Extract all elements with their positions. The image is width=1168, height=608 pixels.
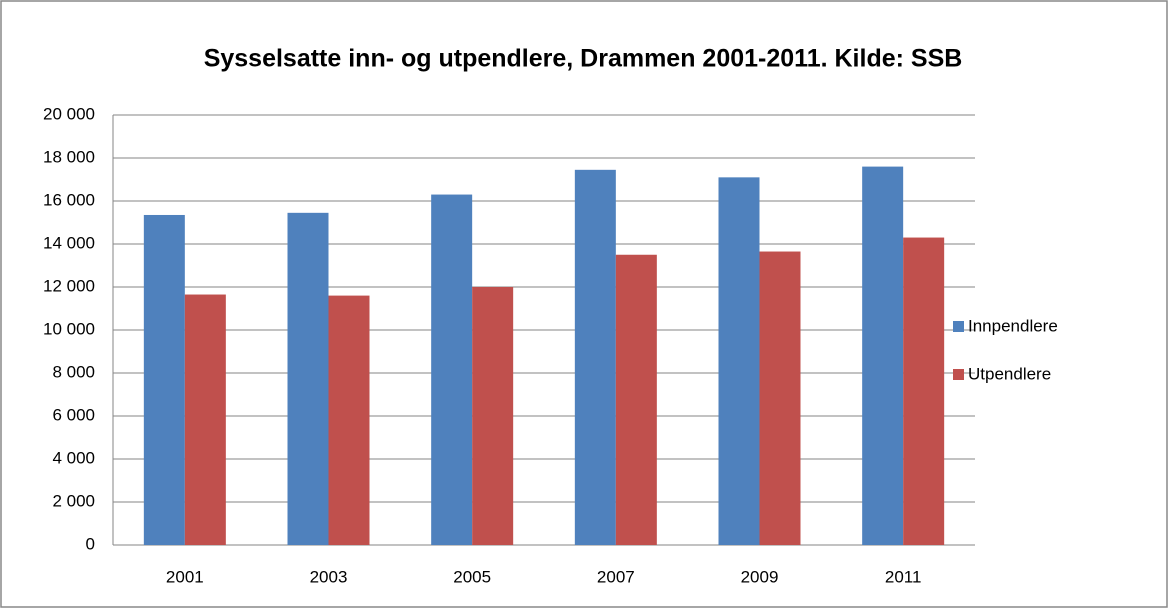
bar	[862, 166, 904, 545]
bar	[615, 254, 657, 545]
bar	[903, 237, 945, 546]
bar	[718, 177, 760, 545]
y-tick-label: 0	[86, 534, 95, 553]
y-tick-label: 14 000	[43, 233, 95, 252]
y-tick-label: 4 000	[52, 448, 95, 467]
y-tick-label: 8 000	[52, 362, 95, 381]
bar	[287, 212, 329, 545]
x-tick-label: 2009	[741, 567, 779, 586]
legend-swatch	[953, 321, 964, 332]
y-tick-label: 18 000	[43, 147, 95, 166]
bar	[328, 295, 370, 545]
legend-label: Innpendlere	[968, 316, 1058, 335]
y-tick-label: 20 000	[43, 104, 95, 123]
y-tick-label: 6 000	[52, 405, 95, 424]
legend-swatch	[953, 369, 964, 380]
bar	[472, 287, 514, 545]
y-tick-label: 2 000	[52, 491, 95, 510]
bar	[574, 169, 616, 545]
x-tick-label: 2011	[885, 567, 922, 586]
x-tick-label: 2003	[310, 567, 348, 586]
x-tick-label: 2005	[453, 567, 491, 586]
bar	[184, 294, 226, 545]
bar	[431, 194, 473, 546]
x-tick-label: 2001	[166, 567, 204, 586]
y-tick-label: 10 000	[43, 319, 95, 338]
y-tick-label: 12 000	[43, 276, 95, 295]
x-tick-label: 2007	[597, 567, 635, 586]
bar	[759, 251, 801, 545]
chart-title: Sysselsatte inn- og utpendlere, Drammen …	[204, 45, 963, 73]
bar	[143, 214, 185, 545]
legend-label: Utpendlere	[968, 364, 1051, 383]
y-tick-label: 16 000	[43, 190, 95, 209]
